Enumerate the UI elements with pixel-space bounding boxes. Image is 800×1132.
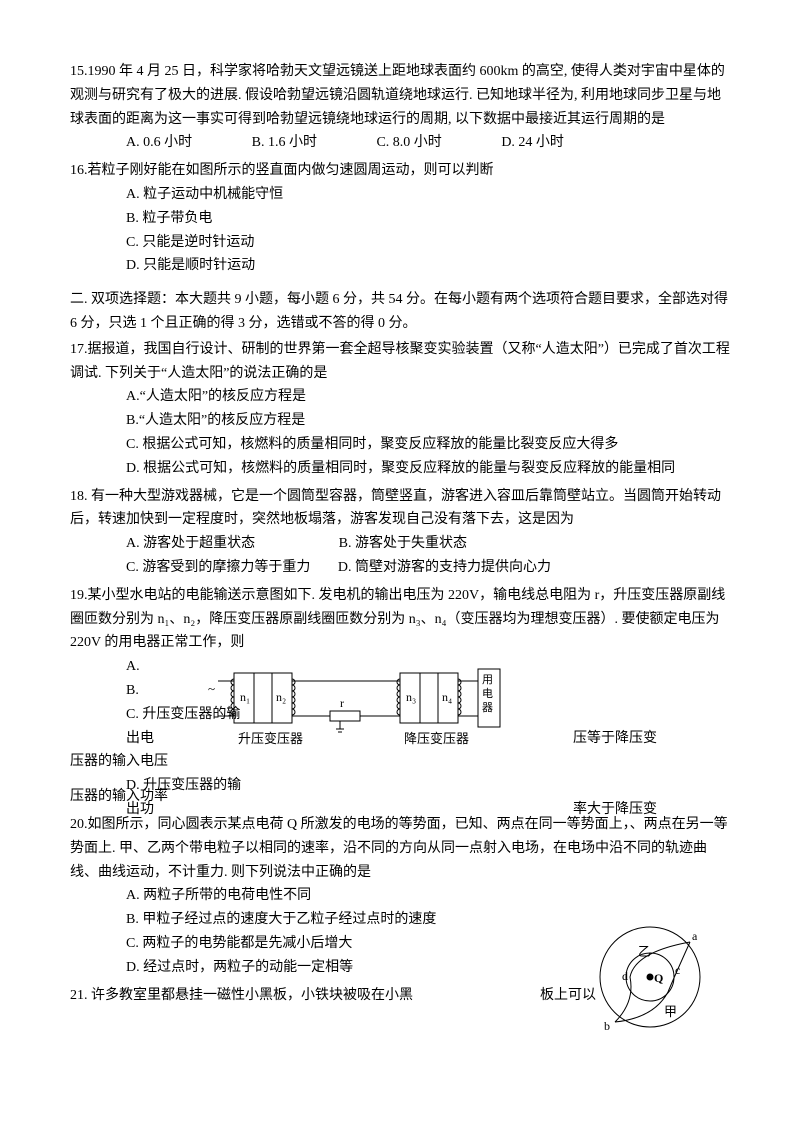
question-15: 15.1990 年 4 月 25 日，科学家将哈勃天文望远镜送上距地球表面约 6… bbox=[70, 60, 730, 155]
q18-options-row1: A. 游客处于超重状态 B. 游客处于失重状态 bbox=[70, 532, 730, 556]
q20-text: 20.如图所示，同心圆表示某点电荷 Q 所激发的电场的等势面，已知、两点在同一等… bbox=[70, 817, 728, 880]
question-17: 17.据报道，我国自行设计、研制的世界第一套全超导核聚变实验装置（又称“人造太阳… bbox=[70, 338, 730, 481]
svg-text:用: 用 bbox=[482, 674, 493, 686]
q16-opt-c: C. 只能是逆时针运动 bbox=[70, 231, 730, 255]
q18-options-row2: C. 游客受到的摩擦力等于重力 D. 筒壁对游客的支持力提供向心力 bbox=[70, 556, 730, 580]
transformer-diagram: ~ n₁ n₂ bbox=[200, 661, 540, 771]
question-21: 21. 许多教室里都悬挂一磁性小黑板，小铁块被吸在小黑 板上可以 bbox=[70, 984, 730, 1008]
q15-opt-b: B. 1.6 小时 bbox=[252, 131, 317, 155]
exam-page: 15.1990 年 4 月 25 日，科学家将哈勃天文望远镜送上距地球表面约 6… bbox=[0, 0, 800, 1051]
question-19: 19.某小型水电站的电能输送示意图如下. 发电机的输出电压为 220V，输电线总… bbox=[70, 584, 730, 809]
q18-text: 18. 有一种大型游戏器械，它是一个圆筒型容器，筒壁竖直，游客进入容皿后靠筒壁站… bbox=[70, 489, 721, 528]
q17-opt-a: A.“人造太阳”的核反应方程是 bbox=[70, 385, 730, 409]
equipotential-diagram: a c d b Q 乙 甲 bbox=[580, 912, 720, 1042]
svg-text:d: d bbox=[622, 969, 628, 983]
svg-text:n₂: n₂ bbox=[276, 690, 286, 704]
svg-text:n₃: n₃ bbox=[406, 690, 416, 704]
svg-text:r: r bbox=[340, 696, 344, 710]
question-18: 18. 有一种大型游戏器械，它是一个圆筒型容器，筒壁竖直，游客进入容皿后靠筒壁站… bbox=[70, 485, 730, 580]
svg-text:c: c bbox=[675, 963, 680, 977]
q18-opt-a: A. 游客处于超重状态 bbox=[126, 532, 255, 556]
svg-text:n₄: n₄ bbox=[442, 690, 452, 704]
q21-text: 21. 许多教室里都悬挂一磁性小黑板，小铁块被吸在小黑 板上可以 bbox=[70, 988, 596, 1003]
q16-opt-d: D. 只能是顺时针运动 bbox=[70, 254, 730, 278]
q15-text: 15.1990 年 4 月 25 日，科学家将哈勃天文望远镜送上距地球表面约 6… bbox=[70, 64, 725, 127]
label-step-down: 降压变压器 bbox=[404, 731, 469, 746]
question-16: 16.若粒子刚好能在如图所示的竖直面内做匀速圆周运动，则可以判断 A. 粒子运动… bbox=[70, 159, 730, 278]
svg-text:器: 器 bbox=[482, 701, 493, 714]
svg-text:n₁: n₁ bbox=[240, 690, 250, 704]
q16-opt-b: B. 粒子带负电 bbox=[70, 207, 730, 231]
q17-text: 17.据报道，我国自行设计、研制的世界第一套全超导核聚变实验装置（又称“人造太阳… bbox=[70, 342, 730, 381]
label-step-up: 升压变压器 bbox=[238, 731, 303, 746]
q17-opt-d: D. 根据公式可知，核燃料的质量相同时，聚变反应释放的能量与裂变反应释放的能量相… bbox=[70, 457, 730, 481]
q15-opt-d: D. 24 小时 bbox=[501, 131, 564, 155]
question-20: 20.如图所示，同心圆表示某点电荷 Q 所激发的电场的等势面，已知、两点在同一等… bbox=[70, 813, 730, 980]
svg-text:乙: 乙 bbox=[638, 944, 651, 959]
q18-opt-c: C. 游客受到的摩擦力等于重力 bbox=[126, 556, 310, 580]
section-2-title: 二. 双项选择题：本大题共 9 小题，每小题 6 分，共 54 分。在每小题有两… bbox=[70, 288, 730, 336]
q17-opt-c: C. 根据公式可知，核燃料的质量相同时，聚变反应释放的能量比裂变反应大得多 bbox=[70, 433, 730, 457]
q18-opt-b: B. 游客处于失重状态 bbox=[339, 532, 467, 556]
q15-opt-a: A. 0.6 小时 bbox=[126, 131, 192, 155]
q20-opt-a: A. 两粒子所带的电荷电性不同 bbox=[70, 884, 730, 908]
q16-opt-a: A. 粒子运动中机械能守恒 bbox=[70, 183, 730, 207]
svg-text:a: a bbox=[692, 929, 698, 943]
q19-figure-wrap: A. B. C. 升压变压器的输出电 压等于降压变 压器的输入电压 D. 升压变… bbox=[70, 655, 730, 785]
q16-text: 16.若粒子刚好能在如图所示的竖直面内做匀速圆周运动，则可以判断 bbox=[70, 163, 494, 178]
q19-text: 19.某小型水电站的电能输送示意图如下. 发电机的输出电压为 220V，输电线总… bbox=[70, 588, 725, 651]
q15-opt-c: C. 8.0 小时 bbox=[376, 131, 441, 155]
q18-opt-d: D. 筒壁对游客的支持力提供向心力 bbox=[338, 556, 551, 580]
q17-opt-b: B.“人造太阳”的核反应方程是 bbox=[70, 409, 730, 433]
q15-options: A. 0.6 小时 B. 1.6 小时 C. 8.0 小时 D. 24 小时 bbox=[70, 131, 730, 155]
svg-text:电: 电 bbox=[482, 687, 493, 700]
svg-text:~: ~ bbox=[208, 681, 215, 696]
svg-text:b: b bbox=[604, 1019, 610, 1033]
